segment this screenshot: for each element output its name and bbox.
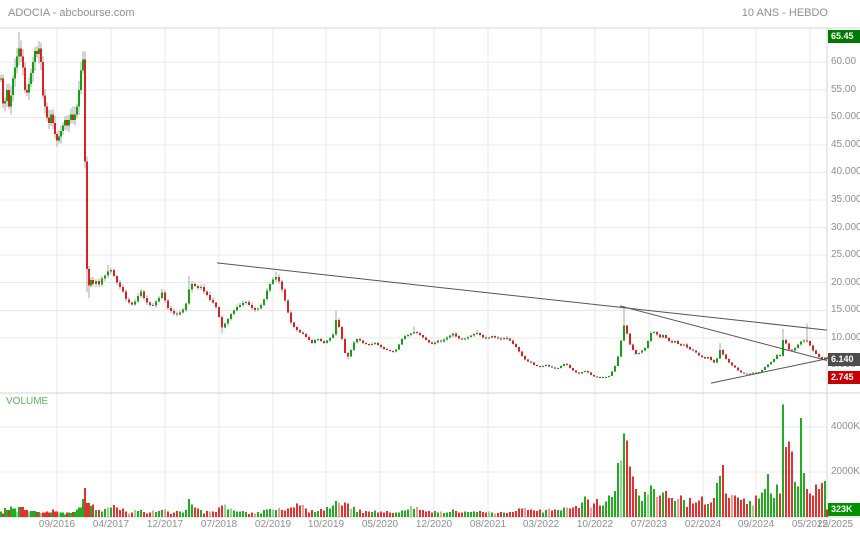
chart-title: ADOCIA - abcbourse.com xyxy=(8,7,135,19)
volume-axis-label: 4000K xyxy=(831,421,860,432)
last-price-badge: 6.140 xyxy=(828,353,860,366)
time-axis-label: 10/2022 xyxy=(576,519,614,530)
volume-panel-label: VOLUME xyxy=(6,396,49,407)
timeframe-label: 10 ANS - HEBDO xyxy=(741,7,828,19)
time-axis-label: 07/2023 xyxy=(630,519,668,530)
price-axis-label: 45.000 xyxy=(831,139,860,150)
last-volume-badge: 323K xyxy=(828,503,860,516)
price-axis-label: 25.000 xyxy=(831,249,860,260)
price-axis-label: 55.00 xyxy=(831,84,857,95)
time-axis-label: 10/2019 xyxy=(307,519,345,530)
time-axis-label: 02/2024 xyxy=(684,519,722,530)
price-axis-label: 35.000 xyxy=(831,194,860,205)
period-low-badge: 2.745 xyxy=(828,371,860,384)
price-axis-label: 50.000 xyxy=(831,111,860,122)
time-axis-label: 12/2020 xyxy=(415,519,453,530)
price-axis-label: 15.000 xyxy=(831,304,860,315)
price-axis-label: 40.000 xyxy=(831,166,860,177)
time-axis-label: 02/2019 xyxy=(254,519,292,530)
price-axis-label: 60.00 xyxy=(831,56,857,67)
price-axis-label: 10.000 xyxy=(831,332,860,343)
time-axis-label: 12/2017 xyxy=(146,519,184,530)
price-axis-label: 20.000 xyxy=(831,277,860,288)
time-axis-label: 12/2025 xyxy=(816,519,854,530)
time-axis-label: 07/2018 xyxy=(200,519,238,530)
period-high-badge: 65.45 xyxy=(828,30,860,43)
time-axis-label: 09/2016 xyxy=(38,519,76,530)
time-axis-label: 05/2020 xyxy=(361,519,399,530)
time-axis-label: 04/2017 xyxy=(92,519,130,530)
time-axis-label: 05/2025 xyxy=(791,519,829,530)
time-axis-label: 03/2022 xyxy=(522,519,560,530)
price-axis-label: 30.000 xyxy=(831,222,860,233)
time-axis-label: 08/2021 xyxy=(469,519,507,530)
volume-axis-label: 2000K xyxy=(831,466,860,477)
time-axis-label: 09/2024 xyxy=(737,519,775,530)
